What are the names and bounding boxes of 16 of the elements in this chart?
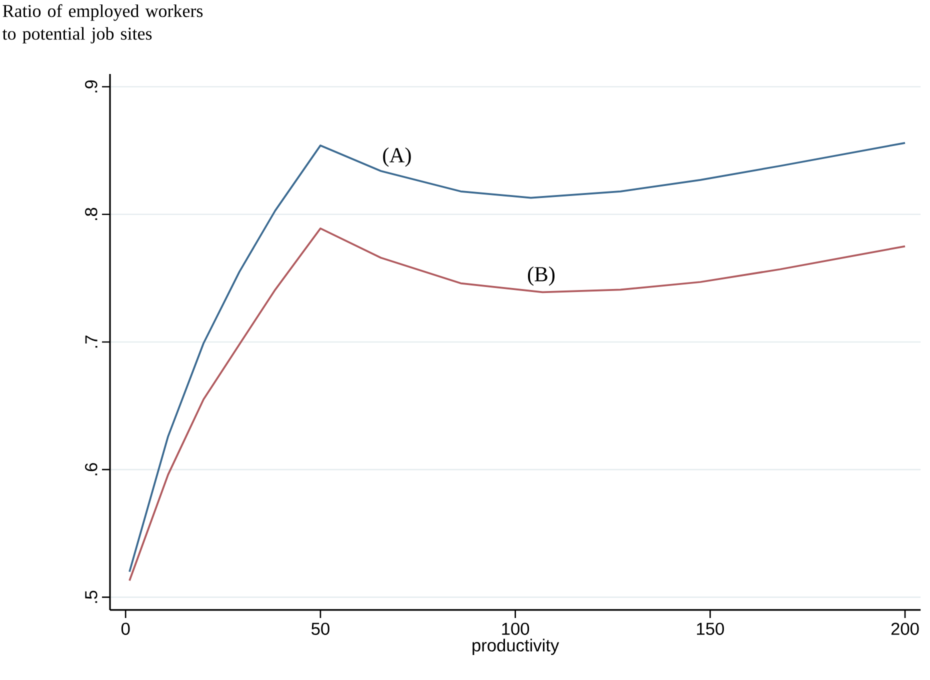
line-series: [128, 227, 906, 582]
y-tick-label: .6: [85, 463, 98, 476]
y-tick-label: .5: [85, 590, 98, 603]
text: Ratio of employed workers to potential job sites: [2, 4, 203, 44]
x-tick-label: 0: [121, 622, 130, 635]
x-tick-label: 50: [312, 622, 330, 635]
y-tick-label: .7: [85, 336, 98, 348]
annotation: (A): [383, 147, 411, 167]
y-tick-label: .8: [85, 208, 98, 220]
x-tick-label: 150: [697, 622, 724, 635]
x-tick-label: 100: [502, 622, 530, 635]
x-axis-title: productivity: [472, 638, 560, 655]
y-tick-label: .9: [85, 80, 98, 92]
annotation: (B): [528, 266, 555, 286]
x-tick-label: 200: [891, 622, 919, 635]
line-series: [128, 142, 906, 573]
